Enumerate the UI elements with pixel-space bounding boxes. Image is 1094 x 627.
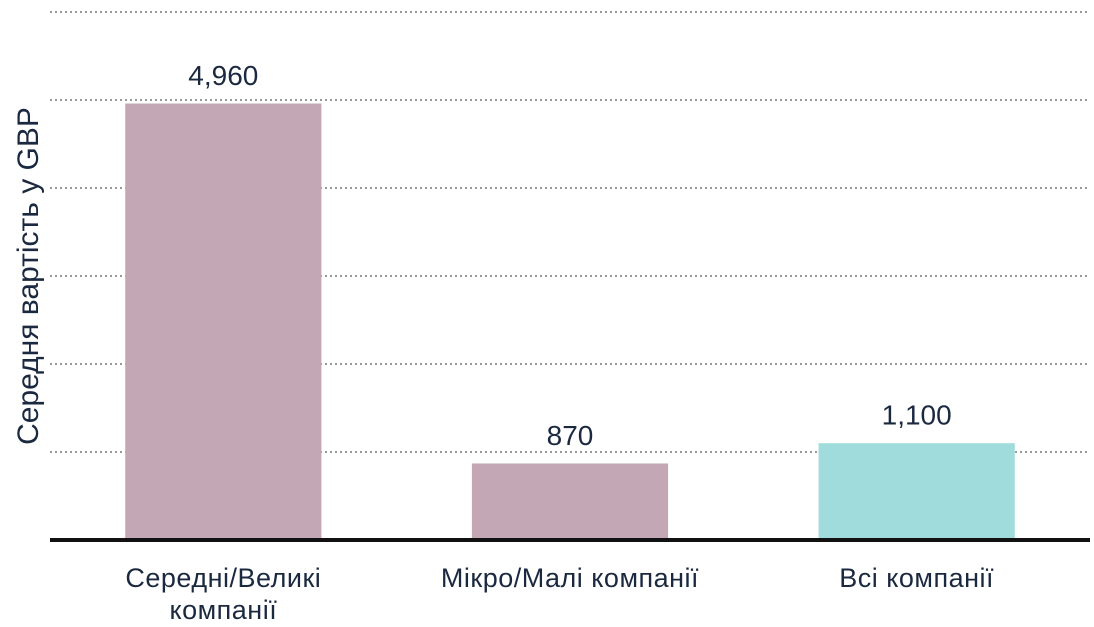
value-label: 4,960: [188, 60, 258, 91]
bar: [471, 463, 669, 540]
bar: [125, 103, 322, 541]
x-tick-label: Всі компанії: [839, 563, 995, 593]
value-label: 870: [547, 420, 594, 451]
x-tick-label: Мікро/Малі компанії: [440, 563, 700, 593]
bar: [818, 443, 1015, 540]
x-tick-label: Середні/Великі компанії: [125, 563, 322, 625]
y-axis-label: Середня вартість у GBP: [12, 107, 45, 445]
value-label: 1,100: [882, 400, 952, 431]
